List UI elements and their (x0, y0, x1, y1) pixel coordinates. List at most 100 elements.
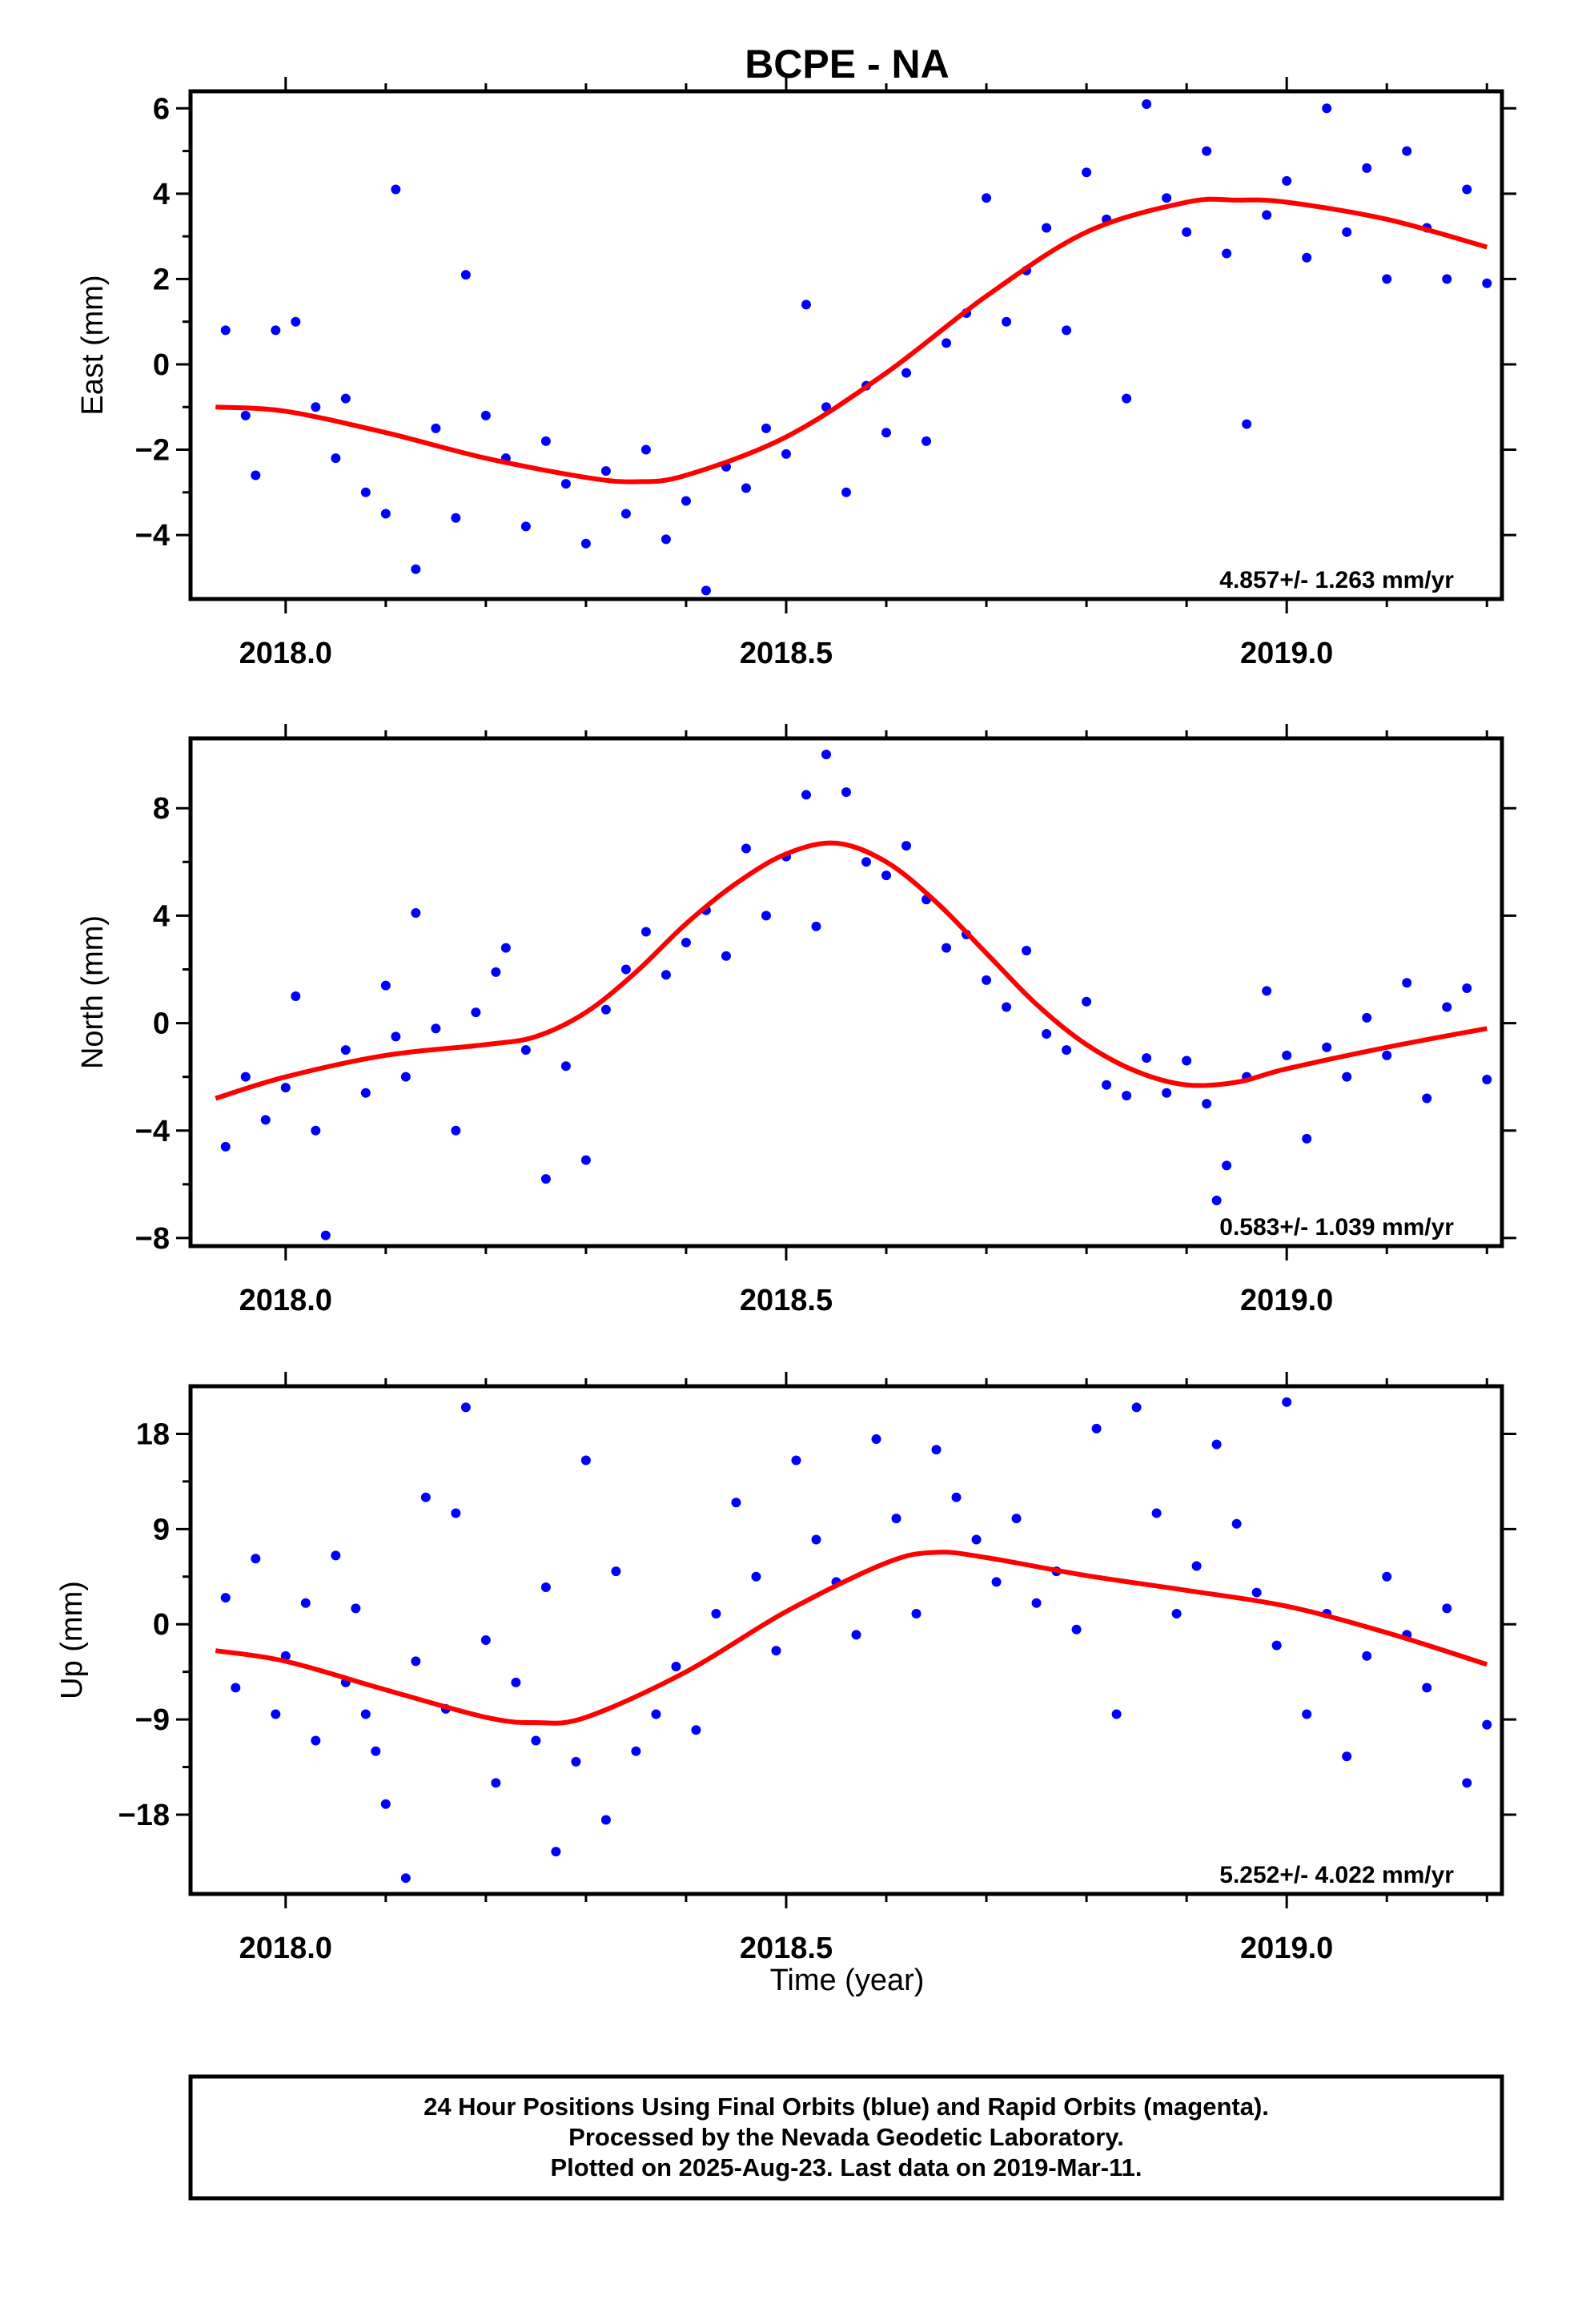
up-y-tick-label: −18 (118, 1799, 170, 1832)
up-data-point (251, 1554, 261, 1564)
up-data-point (511, 1677, 521, 1687)
north-data-point (1402, 978, 1412, 988)
up-data-point (871, 1434, 881, 1445)
east-y-tick-label: 4 (153, 178, 170, 211)
east-data-point (741, 483, 751, 493)
north-data-point (821, 750, 831, 760)
east-data-point (1262, 210, 1272, 220)
north-data-point (1211, 1195, 1222, 1205)
up-data-point (771, 1646, 781, 1656)
up-data-point (371, 1746, 381, 1756)
up-data-point (1011, 1514, 1022, 1524)
east-y-tick-label: −4 (135, 519, 170, 553)
panel-up: 2018.0 2018.5 2019.0 18 9 0 −9 −18 Up (mm) 5.252+… (55, 1372, 1516, 1965)
north-plot-frame (188, 736, 1504, 1248)
east-data-point (1202, 146, 1212, 156)
north-data-point (1162, 1088, 1172, 1098)
north-x-tick-label: 2018.5 (740, 1284, 833, 1317)
north-data-point (471, 1007, 481, 1018)
north-y-tick-label: 0 (153, 1007, 170, 1041)
up-model-curve (215, 1550, 1488, 1726)
up-data-point (851, 1630, 861, 1640)
up-data-point (1482, 1719, 1492, 1730)
up-data-point (791, 1455, 801, 1466)
east-data-point (701, 585, 711, 596)
east-data-point (311, 402, 321, 412)
east-data-point (1222, 248, 1232, 259)
east-data-point (1162, 193, 1172, 203)
up-data-point (600, 1815, 611, 1825)
up-data-point (540, 1582, 551, 1592)
east-data-point (411, 564, 421, 574)
east-data-point (921, 436, 932, 446)
east-y-tick-label: −2 (135, 434, 170, 468)
up-data-point (1382, 1571, 1392, 1582)
north-data-points (220, 750, 1492, 1240)
east-x-tick-label: 2019.0 (1240, 637, 1333, 670)
east-y-tick-label: 2 (153, 263, 170, 296)
north-data-point (721, 951, 731, 961)
up-x-tick-label: 2018.5 (740, 1932, 833, 1965)
east-data-point (1442, 274, 1452, 284)
up-y-tick-label: 18 (136, 1417, 170, 1451)
east-data-point (1382, 274, 1392, 284)
east-data-point (291, 316, 301, 327)
up-data-point (971, 1534, 982, 1545)
up-data-point (571, 1756, 581, 1767)
east-data-point (1482, 278, 1492, 288)
north-data-point (1182, 1055, 1192, 1066)
north-data-point (640, 927, 651, 937)
east-data-point (480, 410, 491, 420)
north-data-point (1222, 1160, 1232, 1171)
east-data-point (1342, 227, 1352, 237)
north-data-point (260, 1115, 271, 1125)
footer-line-1: 24 Hour Positions Using Final Orbits (bl… (424, 2093, 1269, 2121)
panel-east: 2018.0 2018.5 2019.0 6 4 2 0 −2 −4 East (mm) 4.857… (76, 77, 1516, 670)
north-y-axis-label: North (mm) (76, 915, 110, 1069)
north-data-point (681, 937, 691, 947)
up-data-point (711, 1608, 721, 1618)
east-data-point (380, 509, 391, 519)
north-data-point (340, 1045, 351, 1055)
north-data-point (1262, 986, 1272, 996)
east-data-point (801, 300, 811, 310)
north-data-point (400, 1072, 411, 1082)
up-data-point (231, 1683, 241, 1693)
x-axis-label: Time (year) (770, 1964, 925, 1997)
up-x-tick-label: 2019.0 (1240, 1932, 1333, 1965)
east-data-point (560, 479, 571, 489)
north-data-point (811, 921, 821, 931)
north-data-point (1122, 1091, 1132, 1101)
north-rate-label: 0.583+/- 1.039 mm/yr (1219, 1214, 1454, 1240)
east-data-point (460, 270, 471, 280)
up-data-point (651, 1709, 661, 1719)
east-data-point (1362, 163, 1372, 173)
north-data-point (881, 870, 892, 881)
north-data-point (1302, 1133, 1312, 1144)
north-data-point (1482, 1075, 1492, 1085)
up-data-point (951, 1492, 962, 1502)
east-data-point (1042, 223, 1052, 233)
north-data-point (360, 1088, 371, 1098)
up-data-point (691, 1725, 701, 1735)
north-data-point (580, 1155, 591, 1165)
east-data-point (1302, 252, 1312, 263)
up-data-point (580, 1455, 591, 1466)
panel-north: 2018.0 2018.5 2019.0 8 4 0 −4 −8 North (mm) 0.583… (76, 724, 1516, 1317)
up-y-tick-label: 9 (153, 1513, 170, 1546)
north-data-point (1422, 1093, 1432, 1104)
north-y-tick-label: 4 (153, 899, 170, 933)
east-data-point (340, 393, 351, 404)
north-data-point (801, 790, 811, 800)
up-data-point (531, 1735, 541, 1746)
north-data-point (661, 970, 671, 980)
up-data-point (1422, 1683, 1432, 1693)
north-data-point (560, 1061, 571, 1072)
east-data-point (240, 410, 251, 420)
up-data-point (491, 1778, 501, 1788)
north-data-point (520, 1045, 531, 1055)
east-plot-frame (188, 89, 1504, 601)
north-data-point (220, 1141, 231, 1152)
up-data-point (1131, 1402, 1142, 1413)
